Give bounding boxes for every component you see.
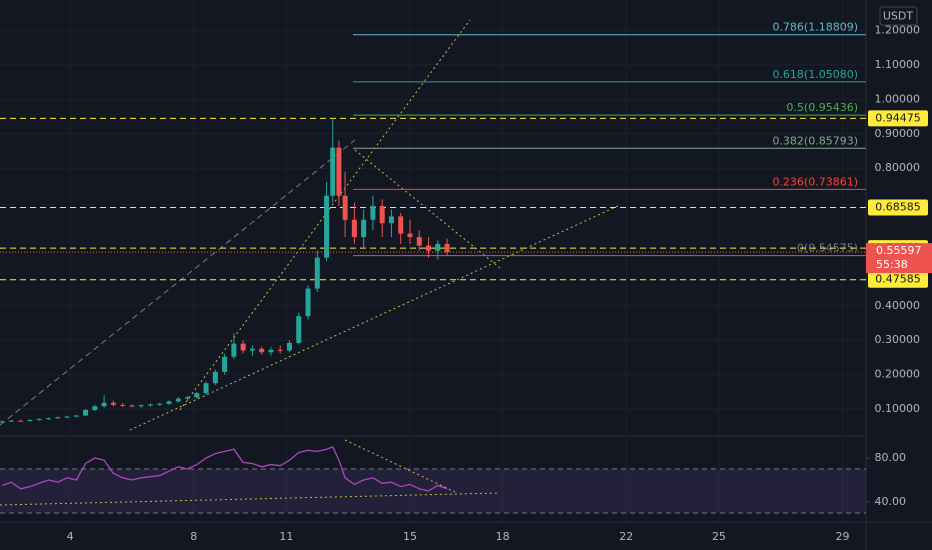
rsi-line (1, 446, 448, 492)
countdown: 55:38 (876, 258, 908, 271)
fib-label: 0.5(0.95436) (786, 101, 858, 114)
y-tick-label: 1.00000 (875, 92, 921, 105)
fib-label: 0(0.54575) (797, 242, 858, 255)
candle-body (416, 237, 422, 246)
rsi-band-fill (0, 468, 866, 513)
y-tick-label: 1.10000 (875, 58, 921, 71)
y-tick-label: 0.80000 (875, 161, 921, 174)
candle-body (426, 245, 432, 251)
candle-body (8, 420, 14, 422)
candle-body (314, 257, 320, 289)
candle-body (120, 404, 126, 406)
candle-body (0, 421, 5, 423)
candle-body (324, 195, 330, 258)
y-tick-label: 0.20000 (875, 368, 921, 381)
candle-body (351, 219, 357, 238)
candle-body (259, 348, 265, 353)
fib-label: 0.786(1.18809) (772, 21, 858, 34)
candle-body (240, 343, 246, 351)
candle-body (249, 348, 255, 351)
candle-body (138, 405, 144, 407)
x-tick-label: 8 (190, 530, 197, 543)
candle-body (64, 416, 70, 418)
price-level-label: 0.68585 (875, 200, 921, 213)
candle-body (277, 349, 283, 351)
trend-line (0, 139, 356, 426)
candle-body (157, 403, 163, 405)
y-tick-label: 0.40000 (875, 299, 921, 312)
candle-body (83, 410, 89, 416)
candle-body (330, 147, 336, 196)
currency-badge[interactable] (879, 6, 918, 26)
candle-body (231, 343, 237, 357)
rsi-tick-label: 80.00 (875, 451, 907, 464)
candle-body (185, 397, 191, 399)
x-tick-label: 4 (67, 530, 74, 543)
candle-body (73, 415, 79, 417)
candle-body (379, 206, 385, 224)
candle-body (27, 420, 33, 422)
candle-body (194, 393, 200, 398)
price-level-badge (868, 110, 928, 127)
price-level-label: 0.47585 (875, 273, 921, 286)
fib-label: 0.236(0.73861) (772, 175, 858, 188)
candle-body (92, 406, 98, 411)
candle-body (388, 216, 394, 224)
trend-line (0, 492, 501, 506)
x-tick-label: 15 (403, 530, 417, 543)
x-tick-label: 22 (619, 530, 633, 543)
candle-body (110, 402, 116, 405)
candle-body (175, 398, 181, 402)
price-level-label: 0.94475 (875, 111, 921, 124)
candle-body (444, 243, 450, 253)
x-tick-label: 18 (496, 530, 510, 543)
candle-body (305, 288, 311, 317)
candle-body (370, 206, 376, 220)
last-price-badge (866, 243, 932, 274)
price-level-badge (868, 199, 928, 216)
candle-body (222, 356, 228, 372)
currency: USDT (883, 10, 914, 23)
candle-body (407, 233, 413, 238)
candle-body (147, 404, 153, 406)
candle-body (286, 342, 292, 351)
y-tick-label: 1.20000 (875, 24, 921, 37)
trend-line (344, 439, 456, 493)
fib-label: 0.618(1.05080) (772, 68, 858, 81)
candle-body (336, 147, 342, 196)
x-tick-label: 29 (836, 530, 850, 543)
candle-body (36, 418, 42, 421)
x-tick-label: 25 (712, 530, 726, 543)
candle-body (203, 383, 209, 394)
price-level-badge (868, 271, 928, 288)
candle-body (212, 371, 218, 384)
last-price-label: 0.55597 (876, 244, 922, 257)
candle-body (435, 243, 441, 251)
y-tick-label: 0.10000 (875, 402, 921, 415)
candle-body (398, 216, 404, 234)
rsi-tick-label: 40.00 (875, 495, 907, 508)
candle-body (166, 401, 172, 404)
candle-body (361, 219, 367, 238)
y-tick-label: 0.30000 (875, 333, 921, 346)
x-tick-label: 11 (279, 530, 293, 543)
candle-body (129, 405, 135, 407)
candle-body (296, 316, 302, 343)
trend-line (179, 19, 471, 411)
candle-body (342, 195, 348, 220)
fib-label: 0.382(0.85793) (772, 134, 858, 147)
candle-body (101, 402, 107, 407)
candle-body (55, 417, 61, 419)
candle-body (18, 420, 24, 422)
candle-body (46, 418, 52, 420)
y-tick-label: 0.90000 (875, 127, 921, 140)
candle-body (268, 349, 274, 353)
